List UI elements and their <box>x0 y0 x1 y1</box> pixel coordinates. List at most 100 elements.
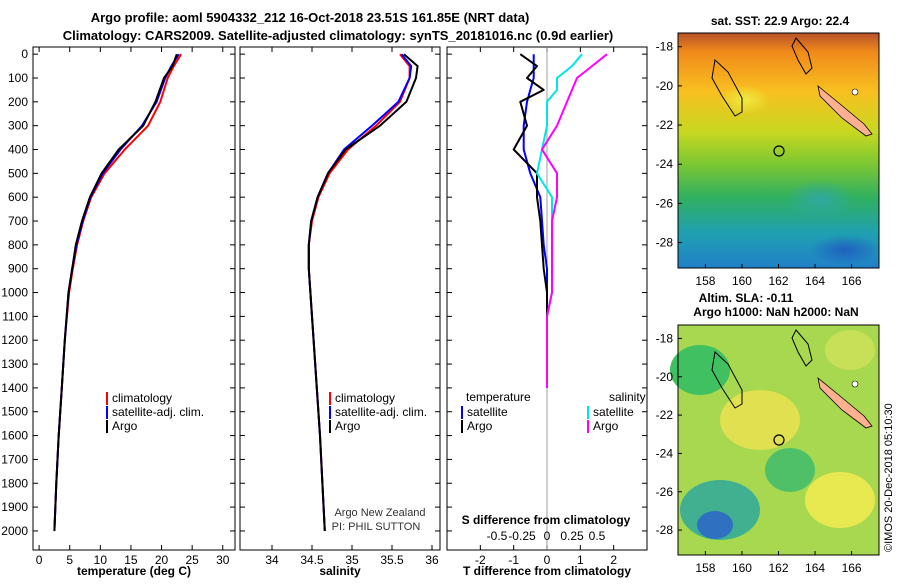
header-line-2: Climatology: CARS2009. Satellite-adjuste… <box>63 28 614 43</box>
legend-salinity-head: salinity <box>609 390 646 404</box>
header-line-1: Argo profile: aoml 5904332_212 16-Oct-20… <box>91 10 530 25</box>
series-line-salinity-argo <box>541 53 608 388</box>
legend-t-argo: Argo <box>467 419 493 433</box>
pi-credit: PI: PHIL SUTTON <box>332 521 421 533</box>
series-line-argo <box>307 53 419 531</box>
y-tick-label: 700 <box>8 214 28 228</box>
sla-map-subtitle: Argo h1000: NaN h2000: NaN <box>693 305 858 319</box>
y-tick-label: 1100 <box>2 309 28 323</box>
series-line-climatology <box>307 53 411 531</box>
x-tick-label: 0 <box>36 553 43 567</box>
legend-climatology: climatology <box>335 391 395 405</box>
legend-temperature-head: temperature <box>466 390 531 404</box>
legend-s-argo: Argo <box>593 419 619 433</box>
y-tick-label: 500 <box>8 166 28 180</box>
s-difference-tick-label: 0.25 <box>560 529 584 543</box>
legend-argo: Argo <box>112 419 138 433</box>
y-tick-label: 1900 <box>1 500 28 514</box>
legend-t-satellite: satellite <box>467 405 508 419</box>
sla-low-patch <box>765 448 815 492</box>
lon-tick-label: 160 <box>732 274 752 288</box>
lat-tick-label: -28 <box>656 236 674 250</box>
y-tick-label: 1700 <box>1 452 28 466</box>
legend-argo: Argo <box>335 419 361 433</box>
sst-map-axes: 158 160 162 164 166 -18 -20 -22 -24 -26 -28 <box>656 40 862 288</box>
y-tick-label: 1300 <box>1 357 28 371</box>
y-tick-label: 200 <box>8 95 28 109</box>
y-tick-label: 900 <box>8 262 28 276</box>
x-tick-label: 10 <box>94 553 108 567</box>
series-line-salinity-satellite <box>536 53 583 388</box>
s-difference-title: S difference from climatology <box>462 513 631 527</box>
s-difference-tick-label: -0.5 <box>487 529 508 543</box>
lat-tick-label: -20 <box>656 79 674 93</box>
x-tick-label: 15 <box>124 553 138 567</box>
series-line-argo <box>53 53 178 531</box>
legend-satellite-adj: satellite-adj. clim. <box>335 405 427 419</box>
x-tick-label: -1 <box>508 553 519 567</box>
lon-tick-label: 158 <box>695 274 715 288</box>
y-tick-label: 1600 <box>1 429 28 443</box>
argo-float-marker <box>773 434 785 446</box>
temperature-legend: climatology satellite-adj. clim. Argo <box>106 391 204 433</box>
y-tick-label: 0 <box>21 47 28 61</box>
sla-high-patch <box>825 330 875 370</box>
lon-tick-label: 160 <box>732 561 752 575</box>
y-tick-label: 1500 <box>1 405 28 419</box>
difference-panel: -2 -1 0 1 2T difference from climatology <box>446 46 648 578</box>
x-tick-label: 30 <box>216 553 230 567</box>
y-tick-label: 800 <box>8 238 28 252</box>
imos-watermark: ©IMOS 20-Dec-2018 05:10:30 <box>883 403 895 552</box>
lon-tick-label: 164 <box>805 274 825 288</box>
x-tick-label: 5 <box>66 553 73 567</box>
x-tick-label: 36 <box>425 553 439 567</box>
temperature-panel: 0 5 10 15 20 25 300100200300400500600700800900… <box>1 46 236 578</box>
sla-map-title: Altim. SLA: -0.11 <box>699 291 794 305</box>
plot-frame <box>239 46 441 551</box>
island-outline <box>791 329 813 367</box>
sst-warm-patch <box>720 85 770 115</box>
lon-tick-label: 166 <box>842 274 862 288</box>
salinity-legend: climatology satellite-adj. clim. Argo Ar… <box>329 391 427 533</box>
sst-cold-patch <box>810 235 880 265</box>
lon-tick-label: 164 <box>805 561 825 575</box>
y-tick-label: 1800 <box>1 476 28 490</box>
legend-satellite-adj: satellite-adj. clim. <box>112 405 204 419</box>
s-difference-tick-label: 0 <box>544 529 551 543</box>
y-tick-label: 1200 <box>1 333 28 347</box>
island-outline <box>711 59 743 117</box>
sla-low-patch <box>670 345 730 395</box>
x-tick-label: 1 <box>577 553 584 567</box>
lon-tick-label: 162 <box>768 561 788 575</box>
y-tick-label: 400 <box>8 143 28 157</box>
x-tick-label: 35 <box>345 553 359 567</box>
lon-tick-label: 166 <box>842 561 862 575</box>
island-outline <box>851 88 859 96</box>
island-outline <box>791 37 813 75</box>
s-difference-tick-label: -0.25 <box>508 529 536 543</box>
legend-climatology: climatology <box>112 391 172 405</box>
lat-tick-label: -18 <box>656 331 674 345</box>
x-axis-label: temperature (deg C) <box>77 564 191 578</box>
x-axis-label: T difference from climatology <box>463 564 631 578</box>
s-difference-tick-label: 0.5 <box>589 529 606 543</box>
y-tick-label: 600 <box>8 190 28 204</box>
x-tick-label: -2 <box>475 553 486 567</box>
lat-tick-label: -26 <box>656 196 674 210</box>
x-tick-label: 2 <box>610 553 617 567</box>
legend-s-satellite: satellite <box>593 405 634 419</box>
lat-tick-label: -26 <box>656 485 674 499</box>
lon-tick-label: 158 <box>695 561 715 575</box>
lon-tick-label: 162 <box>768 274 788 288</box>
x-tick-label: 34.5 <box>300 553 324 567</box>
argo-float-marker <box>773 145 785 157</box>
plot-frame <box>32 46 236 551</box>
x-tick-label: 0 <box>544 553 551 567</box>
sst-field <box>678 33 879 268</box>
x-tick-label: 20 <box>155 553 169 567</box>
y-tick-label: 100 <box>8 71 28 85</box>
s-difference-ticks: -0.5 -0.25 0 0.25 0.5 <box>487 529 606 543</box>
sst-map <box>677 32 880 269</box>
series-line-satellite-adj-clim- <box>53 53 180 531</box>
